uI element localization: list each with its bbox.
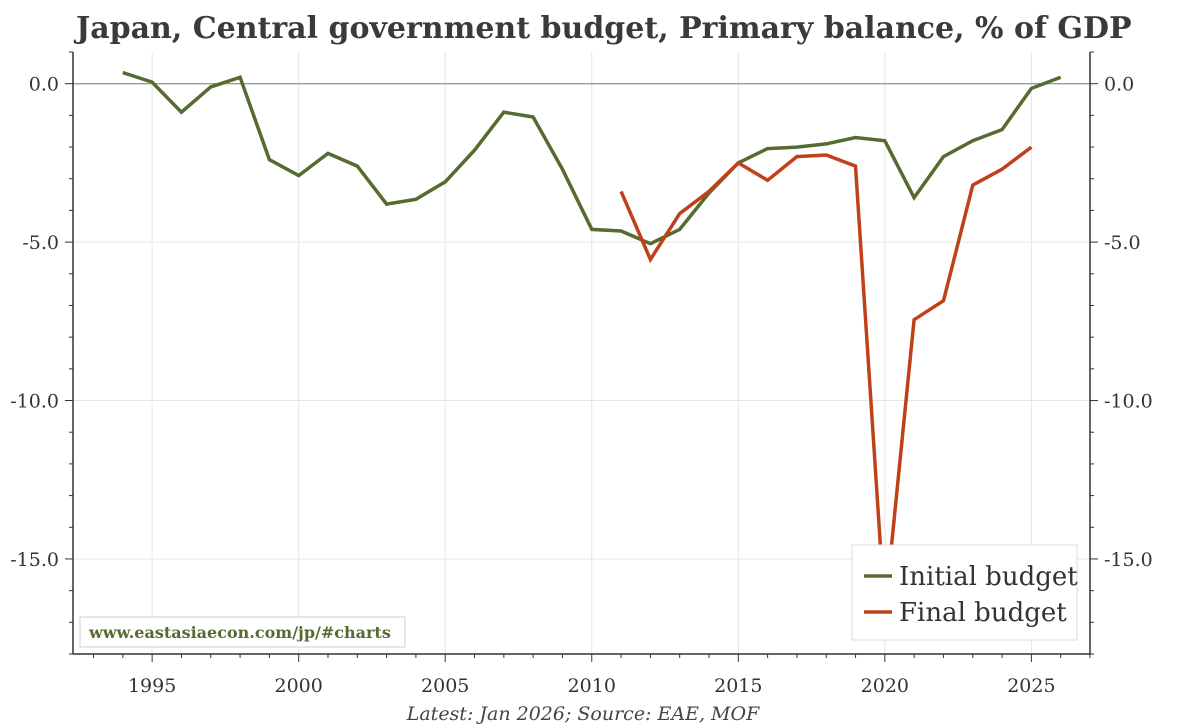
y-tick-label-left-1: -5.0 [22, 232, 59, 254]
y-tick-label-left-0: 0.0 [29, 74, 59, 96]
x-tick-label-2025: 2025 [1007, 675, 1055, 697]
axes [65, 51, 1098, 662]
x-tick-label-2005: 2005 [421, 675, 469, 697]
legend-label-final: Final budget [899, 598, 1067, 628]
chart-caption: Latest: Jan 2026; Source: EAE, MOF [406, 703, 760, 725]
source-url[interactable]: www.eastasiaecon.com/jp/#charts [88, 623, 391, 642]
x-tick-label-2010: 2010 [568, 675, 616, 697]
series-lines [122, 70, 1062, 613]
grid [73, 52, 1090, 654]
x-tick-label-2000: 2000 [274, 675, 322, 697]
y-tick-label-right-0: 0.0 [1104, 74, 1134, 96]
y-tick-label-right-1: -5.0 [1104, 232, 1141, 254]
x-tick-label-1995: 1995 [128, 675, 176, 697]
x-tick-label-2015: 2015 [714, 675, 762, 697]
legend-label-initial: Initial budget [899, 562, 1078, 592]
y-tick-label-right-2: -10.0 [1104, 391, 1153, 413]
y-tick-label-left-3: -15.0 [10, 549, 59, 571]
tick-labels: 1995 2000 2005 2010 2015 2020 2025 0.0 0.0 -5.0 -5… [10, 74, 1152, 697]
chart-title: Japan, Central government budget, Primar… [73, 11, 1132, 46]
x-tick-label-2020: 2020 [861, 675, 909, 697]
source-url-box [79, 616, 406, 648]
y-tick-label-right-3: -15.0 [1104, 549, 1153, 571]
legend: Initial budget Final budget [851, 544, 1078, 641]
series-line-final-budget [619, 145, 1033, 613]
y-tick-label-left-2: -10.0 [10, 391, 59, 413]
legend-box [851, 544, 1078, 641]
source-url-badge[interactable]: www.eastasiaecon.com/jp/#charts [79, 616, 406, 648]
